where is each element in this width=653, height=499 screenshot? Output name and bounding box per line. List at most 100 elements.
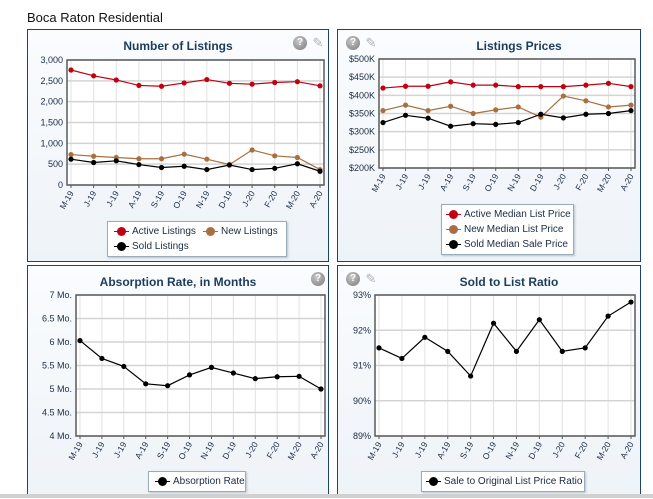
legend-label: New Listings [221, 226, 278, 237]
data-point [628, 107, 634, 114]
y-tick-label: 6.5 Mo. [42, 314, 72, 324]
legend-label: Sold Median Sale Price [464, 239, 568, 250]
chart-title: Sold to List Ratio [459, 275, 559, 289]
chart-svg-listings: 0 500 1,000 1,500 2,000 2,500 3,000 M-19 J-19 J-1… [40, 55, 325, 211]
help-icon[interactable]: ? [346, 36, 360, 50]
data-point [136, 82, 142, 89]
x-tick-label: D-19 [526, 440, 544, 461]
y-tick-label: $300K [349, 127, 375, 137]
legend-marker [426, 477, 441, 486]
data-point [181, 163, 187, 169]
x-tick-label: N-19 [503, 440, 521, 461]
chart-title: Absorption Rate, in Months [99, 275, 257, 289]
data-point [559, 348, 565, 354]
data-point [425, 83, 431, 89]
x-tick-label: M-19 [369, 172, 387, 194]
data-point [513, 348, 520, 354]
data-point [230, 370, 236, 376]
chart-svg-prices: $200K $250K $300K $350K $400K $450K $500K M-19 J… [349, 54, 636, 194]
legend-label: Absorption Rate [173, 476, 245, 487]
data-point [422, 334, 428, 340]
legend-item-sold-listings[interactable]: Sold Listings [114, 241, 189, 252]
legend-marker [446, 225, 461, 234]
x-tick-label: D-19 [528, 172, 546, 193]
y-tick-label: $250K [349, 145, 375, 155]
series-line [70, 69, 321, 87]
data-point [583, 82, 589, 88]
x-tick-label: S-19 [458, 440, 476, 461]
legend-item-active-listings[interactable]: Active Listings [114, 226, 196, 237]
data-point [226, 80, 233, 86]
legend-item-absorption-rate[interactable]: Absorption Rate [155, 476, 245, 487]
settings-wrench-icon[interactable]: ✎ [365, 271, 377, 286]
legend-marker [446, 240, 461, 249]
help-icon[interactable]: ? [311, 272, 325, 286]
data-point [252, 376, 258, 382]
legend-label: Sale to Original List Price Ratio [444, 476, 583, 487]
data-point [538, 111, 544, 117]
legend-marker [155, 477, 170, 486]
data-point [317, 168, 323, 174]
y-tick-label: 3,000 [40, 55, 63, 65]
x-tick-label: J-19 [81, 189, 98, 209]
series-line [382, 81, 632, 89]
data-point [515, 104, 521, 110]
data-point [583, 98, 589, 104]
legend-item-sale-to-original-list-price-ratio[interactable]: Sale to Original List Price Ratio [426, 476, 583, 487]
data-point [204, 166, 210, 173]
data-point [470, 110, 476, 117]
y-tick-label: 2,500 [40, 76, 63, 86]
data-point [272, 79, 278, 86]
panel-number-of-listings: Number of Listings ? ✎ 0 500 1,000 1,500 2,0… [27, 29, 329, 262]
y-tick-label: 4.5 Mo. [42, 408, 72, 418]
data-point [493, 82, 499, 88]
data-point [294, 154, 300, 161]
legend-item-sold-median-sale-price[interactable]: Sold Median Sale Price [446, 239, 568, 250]
help-icon[interactable]: ? [346, 272, 360, 286]
data-point [583, 111, 589, 117]
x-tick-label: A-19 [133, 440, 151, 461]
data-point [515, 84, 521, 90]
y-tick-label: 7 Mo. [49, 290, 72, 300]
data-point [136, 161, 142, 168]
chart-legend: Sale to Original List Price Ratio [421, 471, 585, 492]
data-point [468, 373, 474, 379]
data-point [425, 107, 431, 114]
data-point [158, 83, 165, 89]
x-tick-label: J-19 [393, 172, 410, 192]
x-tick-label: S-19 [460, 172, 478, 193]
series-line [378, 301, 632, 378]
data-point [380, 107, 386, 114]
data-point [493, 107, 499, 113]
x-tick-label: O-19 [176, 440, 194, 462]
legend-label: New Median List Price [464, 224, 564, 235]
data-point [402, 102, 409, 108]
data-point [536, 317, 542, 323]
data-point [113, 158, 119, 164]
x-tick-label: J-19 [390, 440, 407, 460]
data-point [402, 83, 409, 89]
data-point [294, 161, 300, 167]
data-point [296, 373, 302, 379]
settings-wrench-icon[interactable]: ✎ [312, 35, 324, 50]
legend-item-new-listings[interactable]: New Listings [203, 226, 278, 237]
x-tick-label: A-20 [307, 189, 325, 210]
series-line [79, 340, 322, 390]
y-tick-label: 5 Mo. [49, 384, 72, 394]
legend-marker [114, 227, 129, 236]
data-point [272, 153, 278, 159]
x-tick-label: N-19 [198, 440, 216, 461]
data-point [113, 77, 119, 83]
data-point [294, 79, 300, 85]
y-tick-label: 4 Mo. [49, 431, 72, 441]
settings-wrench-icon[interactable]: ✎ [365, 35, 377, 50]
data-point [272, 165, 278, 171]
horizontal-scrollbar[interactable] [0, 494, 653, 498]
legend-item-active-median-list-price[interactable]: Active Median List Price [446, 209, 571, 220]
data-point [605, 80, 612, 86]
legend-item-new-median-list-price[interactable]: New Median List Price [446, 224, 564, 235]
y-tick-label: 90% [353, 396, 371, 406]
y-tick-label: 91% [353, 361, 371, 371]
series-line [382, 109, 632, 127]
help-icon[interactable]: ? [293, 36, 307, 50]
